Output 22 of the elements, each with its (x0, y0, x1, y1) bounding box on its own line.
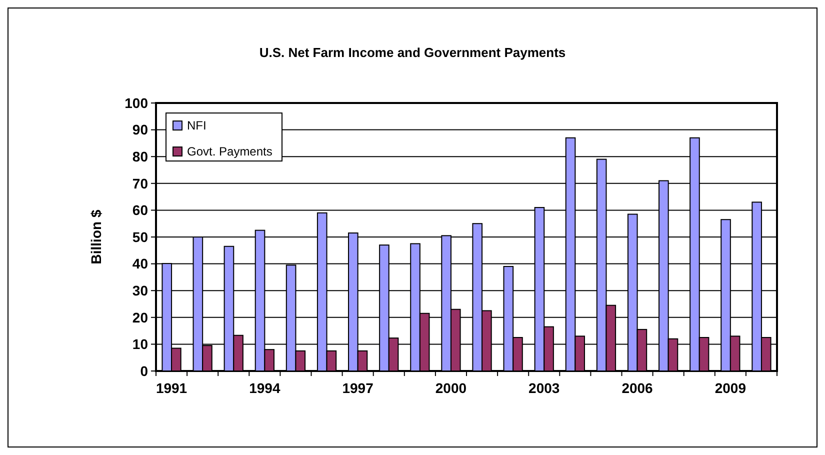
x-tick-label: 1994 (249, 380, 280, 396)
x-tick-label: 2006 (622, 380, 654, 396)
y-tick-label: 90 (132, 122, 148, 138)
legend-label: Govt. Payments (187, 144, 272, 159)
x-tick-label: 2009 (714, 380, 746, 396)
x-tick-label: 1991 (156, 380, 188, 396)
x-tick-label: 1997 (342, 380, 374, 396)
y-tick-label: 40 (132, 256, 148, 272)
y-tick-label: 20 (132, 309, 148, 326)
x-tick-label: 2000 (435, 380, 467, 396)
y-tick-label: 60 (132, 202, 148, 218)
x-tick-label: 2003 (528, 380, 560, 396)
y-tick-label: 100 (124, 94, 148, 111)
y-tick-label: 70 (132, 175, 148, 192)
y-tick-label: 80 (132, 148, 148, 164)
y-tick-label: 50 (132, 228, 148, 245)
y-axis-title: Billion $ (88, 210, 104, 264)
y-tick-label: 30 (132, 282, 148, 298)
y-tick-label: 0 (140, 362, 148, 379)
legend-label: NFI (187, 118, 206, 133)
chart-title: U.S. Net Farm Income and Government Payments (259, 45, 566, 60)
y-tick-label: 10 (132, 336, 148, 352)
